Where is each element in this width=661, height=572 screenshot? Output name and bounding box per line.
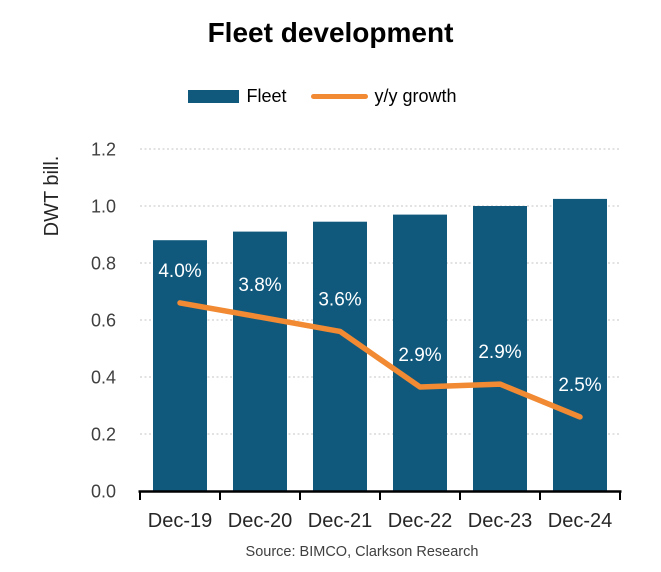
y-tick-label: 0.6	[91, 311, 116, 331]
fleet-bar	[233, 231, 287, 491]
growth-data-label: 2.9%	[478, 342, 521, 363]
y-tick-label: 1.2	[91, 140, 116, 160]
growth-line	[177, 300, 583, 420]
legend-item-fleet: Fleet	[188, 86, 287, 107]
x-tick-label: Dec-20	[228, 510, 292, 532]
growth-data-label: 3.6%	[318, 289, 361, 310]
x-tick-label: Dec-23	[468, 510, 532, 532]
x-tick-label: Dec-19	[148, 510, 212, 532]
legend: Fleet y/y growth	[0, 86, 645, 107]
fleet-bar	[153, 240, 207, 491]
y-tick-label: 0.8	[91, 254, 116, 274]
growth-data-label: 3.8%	[238, 275, 281, 296]
x-tick-label: Dec-22	[388, 510, 452, 532]
x-tick-label: Dec-24	[548, 510, 612, 532]
fleet-legend-label: Fleet	[246, 86, 287, 106]
growth-data-label: 2.9%	[398, 345, 441, 366]
fleet-bar	[553, 198, 607, 491]
growth-data-label: 4.0%	[158, 261, 201, 282]
y-tick-label: 0.4	[91, 368, 116, 388]
x-tick-label: Dec-21	[308, 510, 372, 532]
growth-legend-label: y/y growth	[374, 86, 457, 106]
y-tick-label: 1.0	[91, 197, 116, 217]
fleet-legend-swatch	[188, 90, 240, 103]
fleet-bar	[473, 206, 527, 491]
y-axis-title: DWT bill.	[41, 156, 63, 237]
growth-data-label: 2.5%	[558, 375, 601, 396]
source-note: Source: BIMCO, Clarkson Research	[245, 544, 479, 560]
fleet-bar	[313, 221, 367, 491]
growth-legend-swatch	[310, 94, 368, 99]
fleet-bar	[393, 214, 447, 491]
y-tick-label: 0.0	[91, 482, 116, 502]
chart-title: Fleet development	[207, 17, 454, 48]
legend-item-growth: y/y growth	[310, 86, 457, 107]
y-tick-label: 0.2	[91, 425, 116, 445]
